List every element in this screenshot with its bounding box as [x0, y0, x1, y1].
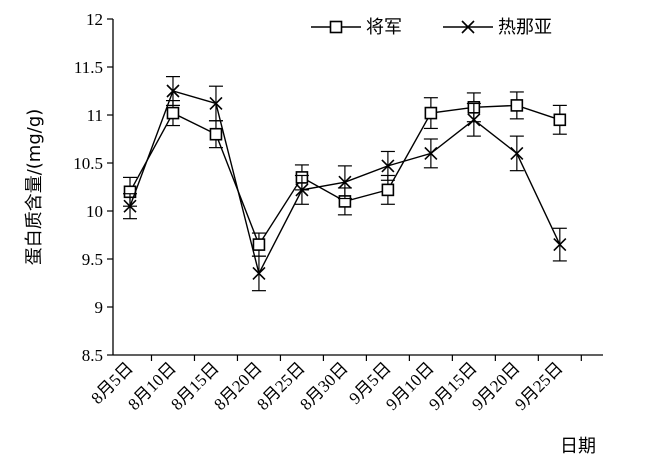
y-tick-label: 8.5 [82, 346, 103, 365]
y-ticks: 8.5 9 9.5 10 10.5 11 11.5 12 [73, 10, 113, 365]
legend: 将军 热那亚 [311, 17, 552, 38]
axes [112, 19, 603, 356]
data-point-square [209, 127, 223, 141]
legend-marker-cross [461, 20, 475, 34]
data-point-cross [295, 183, 309, 197]
data-point-cross [553, 238, 567, 252]
data-point-square [166, 106, 180, 120]
y-axis-title: 蛋白质含量/(mg/g) [24, 109, 45, 266]
y-tick-label: 11 [87, 106, 103, 125]
x-tick-label: 9月25日 [511, 358, 567, 414]
data-point-cross [209, 96, 223, 111]
data-point-cross [166, 84, 180, 98]
data-point-cross [123, 199, 137, 213]
data-point-cross [467, 113, 481, 127]
series-2 [123, 75, 567, 292]
y-tick-label: 12 [86, 10, 103, 29]
data-point-square [424, 106, 438, 120]
y-tick-label: 9.5 [82, 250, 103, 269]
data-point-square [381, 183, 395, 197]
data-point-cross [424, 146, 438, 160]
legend-label-series-1: 将军 [366, 17, 402, 38]
legend-item-series-2: 热那亚 [443, 17, 552, 38]
data-point-cross [510, 146, 524, 160]
y-tick-label: 9 [95, 298, 104, 317]
series-layer [123, 75, 567, 292]
y-tick-label: 10.5 [73, 154, 103, 173]
x-tick-label: 8月30日 [296, 358, 352, 414]
legend-item-series-1: 将军 [311, 17, 402, 38]
data-point-square [510, 99, 524, 112]
x-axis-title: 日期 [560, 436, 596, 457]
legend-label-series-2: 热那亚 [498, 17, 552, 38]
data-point-cross [338, 175, 352, 189]
y-tick-label: 10 [86, 202, 103, 221]
legend-marker-square [329, 20, 343, 34]
data-point-cross [252, 266, 266, 280]
data-point-square [553, 113, 567, 127]
x-ticks: 8月5日8月10日8月15日8月20日8月25日8月30日9月5日9月10日9月… [87, 355, 582, 414]
y-tick-label: 11.5 [74, 58, 103, 77]
data-point-square [252, 238, 266, 251]
data-point-cross [381, 159, 395, 173]
